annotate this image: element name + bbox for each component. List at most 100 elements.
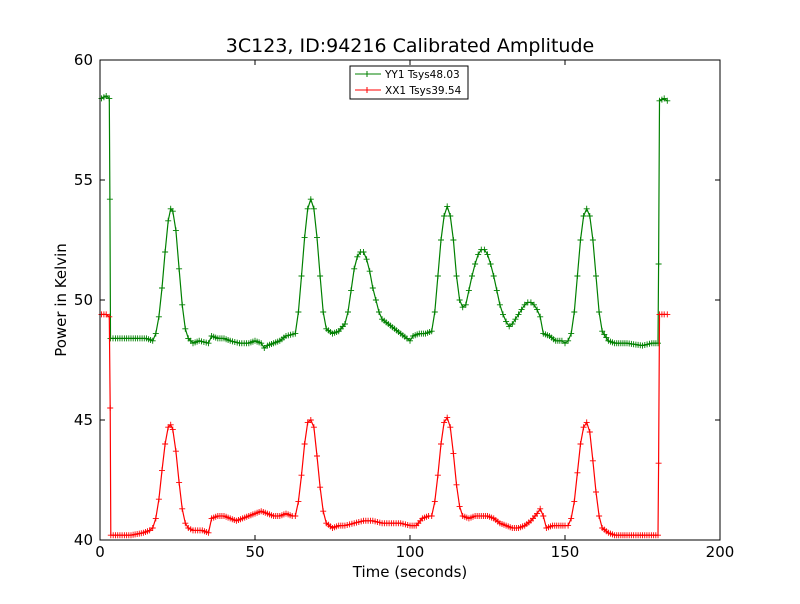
data-point-marker — [106, 196, 113, 203]
data-point-marker — [583, 419, 590, 426]
data-point-marker — [159, 467, 165, 474]
data-point-marker — [438, 237, 444, 243]
data-point-marker — [664, 97, 671, 104]
data-point-marker — [493, 287, 500, 294]
data-point-marker — [574, 469, 581, 476]
data-point-marker — [655, 460, 662, 467]
data-point-marker — [500, 311, 506, 318]
data-point-marker — [317, 484, 324, 491]
data-point-marker — [205, 340, 212, 347]
data-point-marker — [431, 498, 438, 505]
data-point-marker — [655, 261, 662, 267]
data-point-marker — [537, 313, 544, 320]
data-point-marker — [348, 287, 355, 294]
data-point-marker — [459, 304, 466, 311]
data-point-marker — [580, 213, 587, 219]
data-point-marker — [534, 510, 541, 517]
data-point-marker — [571, 498, 578, 505]
data-point-marker — [295, 498, 302, 505]
data-point-marker — [301, 234, 308, 241]
data-point-marker — [149, 337, 156, 344]
data-point-marker — [376, 309, 382, 315]
data-point-marker — [310, 424, 317, 431]
data-point-marker — [172, 448, 179, 455]
data-point-marker — [462, 301, 469, 308]
data-point-marker — [363, 256, 370, 263]
data-point-marker — [456, 503, 463, 510]
data-point-marker — [159, 285, 165, 291]
data-point-marker — [169, 426, 176, 433]
data-point-marker — [169, 208, 176, 215]
data-point-marker — [103, 93, 110, 99]
data-point-marker — [152, 330, 159, 337]
data-point-marker — [601, 331, 608, 338]
data-point-marker — [603, 334, 610, 341]
data-point-marker — [540, 513, 547, 519]
data-point-marker — [589, 237, 596, 243]
data-point-marker — [434, 273, 441, 279]
data-point-marker — [661, 95, 668, 102]
data-point-marker — [304, 419, 311, 426]
data-point-marker — [162, 441, 169, 447]
data-point-marker — [345, 309, 351, 315]
data-point-marker — [182, 520, 189, 527]
axes-ticks: 0 50 100 150 200 40 45 50 55 60 — [74, 51, 734, 561]
data-point-marker — [152, 515, 159, 522]
data-point-marker — [487, 261, 494, 267]
data-point-marker — [565, 522, 572, 529]
data-point-marker — [506, 323, 513, 330]
data-point-marker — [593, 489, 599, 495]
plot-frame — [99, 59, 721, 541]
data-point-marker — [292, 330, 299, 337]
data-point-marker — [512, 316, 519, 323]
data-point-marker — [176, 479, 183, 486]
data-point-marker — [106, 313, 113, 320]
data-point-marker — [176, 265, 183, 272]
data-point-marker — [146, 527, 153, 534]
data-point-marker — [103, 311, 110, 318]
x-tick-label: 150 — [551, 543, 580, 561]
data-point-marker — [655, 340, 661, 347]
data-point-marker — [574, 273, 581, 279]
data-point-marker — [310, 205, 317, 212]
data-point-marker — [496, 301, 503, 308]
data-point-marker — [205, 529, 212, 536]
data-point-marker — [571, 309, 578, 315]
data-point-marker — [314, 453, 320, 459]
data-point-marker — [317, 273, 324, 279]
x-tick-label: 50 — [245, 543, 264, 561]
data-point-marker — [307, 196, 314, 203]
y-tick-label: 45 — [74, 411, 93, 429]
data-point-marker — [503, 318, 510, 325]
data-point-marker — [465, 287, 472, 294]
data-point-marker — [320, 508, 327, 515]
data-point-marker — [165, 217, 172, 224]
data-point-marker — [472, 261, 479, 267]
y-tick-label: 50 — [74, 291, 93, 309]
data-point-marker — [351, 265, 358, 272]
data-point-marker — [515, 311, 522, 318]
series-yy1 — [98, 93, 671, 351]
data-point-marker — [314, 234, 320, 241]
data-point-marker — [341, 321, 348, 327]
data-point-marker — [469, 273, 475, 279]
legend-marker-yy1 — [364, 71, 370, 77]
data-point-marker — [568, 330, 575, 337]
x-tick-label: 100 — [396, 543, 425, 561]
data-point-marker — [475, 251, 482, 258]
data-point-marker — [360, 249, 367, 255]
data-point-marker — [655, 532, 661, 539]
data-point-marker — [298, 273, 305, 279]
data-point-marker — [182, 325, 189, 332]
y-tick-label: 55 — [74, 171, 93, 189]
data-point-marker — [568, 515, 575, 522]
data-point-marker — [366, 268, 373, 275]
data-point-marker — [518, 306, 525, 313]
data-point-marker — [261, 345, 268, 351]
data-point-marker — [167, 421, 174, 428]
data-point-marker — [298, 472, 305, 479]
data-point-marker — [320, 309, 327, 315]
data-point-marker — [447, 424, 454, 431]
data-point-marker — [562, 340, 568, 347]
data-point-marker — [369, 285, 376, 291]
